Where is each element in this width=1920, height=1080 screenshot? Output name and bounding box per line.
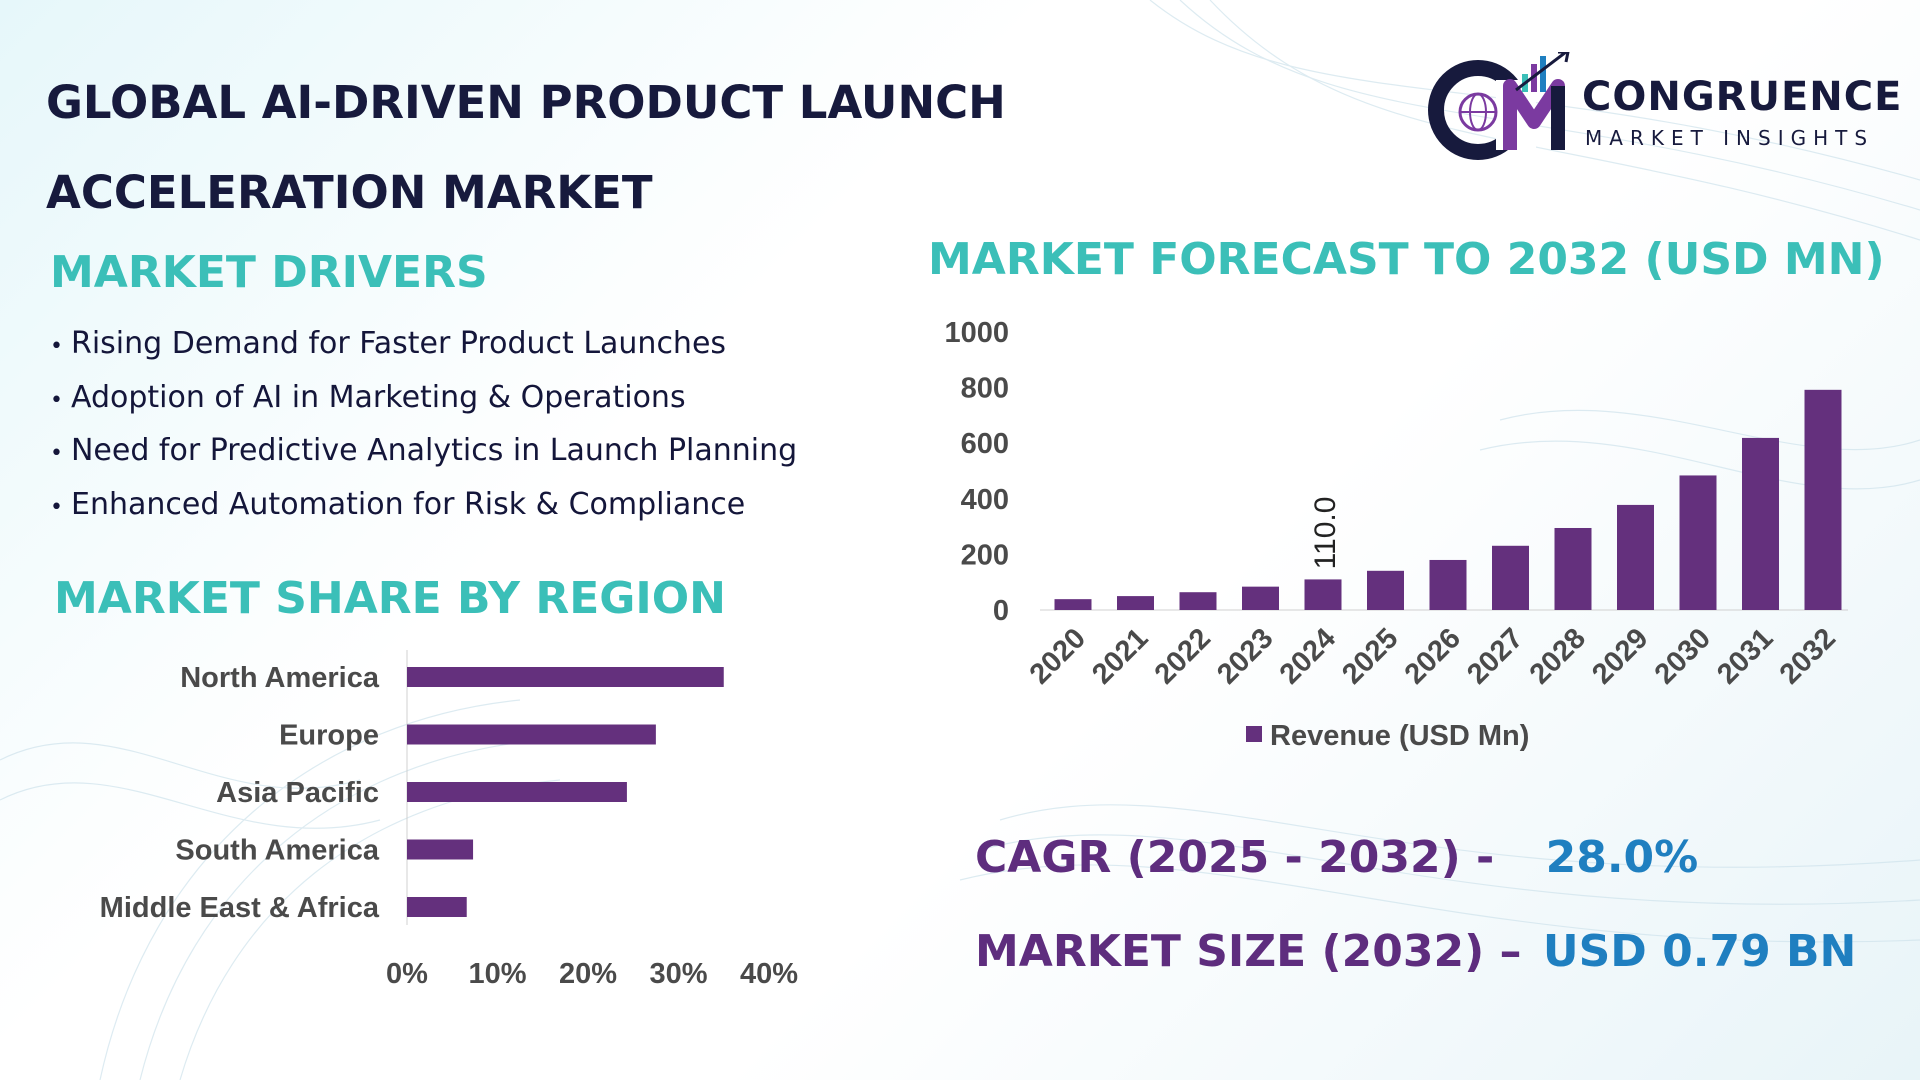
forecast-y-tick: 600 [961,428,1009,460]
driver-item: Rising Demand for Faster Product Launche… [50,322,797,376]
forecast-data-label: 110.0 [1309,497,1342,570]
cagr-row: CAGR (2025 - 2032) - 28.0% [975,832,1698,883]
forecast-y-tick: 1000 [944,317,1009,349]
region-bar [407,782,627,802]
region-bar [407,897,467,917]
forecast-bar [1742,437,1779,610]
region-x-tick: 0% [386,958,428,990]
forecast-bar [1242,586,1279,610]
region-bar [407,839,474,860]
forecast-bar [1304,579,1342,610]
forecast-y-tick: 0 [993,595,1009,627]
legend-label: Revenue (USD Mn) [1270,720,1529,752]
forecast-x-tick: 2026 [1399,622,1467,690]
forecast-x-tick: 2028 [1524,622,1592,690]
drivers-heading: MARKET DRIVERS [50,247,488,298]
region-x-tick: 20% [559,958,617,990]
forecast-bar [1679,475,1717,610]
logo-tagline: MARKET INSIGHTS [1585,126,1875,150]
forecast-bar [1554,527,1592,610]
forecast-heading: MARKET FORECAST TO 2032 (USD MN) [928,234,1885,285]
forecast-y-tick: 200 [961,539,1009,571]
forecast-bar [1429,559,1467,610]
page-title: GLOBAL AI-DRIVEN PRODUCT LAUNCH ACCELERA… [46,76,1006,219]
region-x-tick: 40% [740,958,798,990]
forecast-bar [1367,570,1404,610]
market-size-value: USD 0.79 BN [1542,926,1857,977]
region-bar [407,667,724,687]
region-x-tick: 10% [468,958,526,990]
forecast-x-tick: 2025 [1336,622,1404,690]
region-heading: MARKET SHARE BY REGION [54,573,726,624]
region-category-label: Middle East & Africa [100,892,380,924]
congruence-logo [1428,52,1570,160]
cagr-label: CAGR (2025 - 2032) - [975,832,1495,883]
forecast-bar [1179,592,1217,610]
region-category-label: North America [180,662,380,694]
forecast-bar [1117,596,1154,610]
logo-name: CONGRUENCE [1582,74,1903,120]
driver-item: Adoption of AI in Marketing & Operations [50,376,797,430]
forecast-x-tick: 2021 [1086,622,1154,690]
forecast-x-tick: 2030 [1649,622,1717,690]
drivers-list: Rising Demand for Faster Product Launche… [50,322,797,536]
forecast-y-tick: 400 [961,484,1009,516]
forecast-bar [1054,599,1092,610]
forecast-x-tick: 2029 [1586,622,1654,690]
forecast-x-tick: 2020 [1024,622,1092,690]
forecast-x-tick: 2032 [1774,622,1842,690]
region-category-label: Europe [279,720,379,752]
region-category-label: South America [175,835,379,867]
region-bar-chart: North America Europe Asia Pacific South Ame… [100,650,798,990]
forecast-x-tick: 2023 [1211,622,1279,690]
driver-item: Enhanced Automation for Risk & Complianc… [50,483,797,537]
market-size-row: MARKET SIZE (2032) – USD 0.79 BN [975,926,1856,977]
forecast-x-tick: 2022 [1149,622,1217,690]
forecast-y-tick: 800 [961,373,1009,405]
driver-item: Need for Predictive Analytics in Launch … [50,429,797,483]
region-category-label: Asia Pacific [216,777,379,809]
region-bar [407,724,656,745]
cagr-value: 28.0% [1545,832,1699,883]
market-size-label: MARKET SIZE (2032) – [975,926,1522,977]
forecast-bar [1492,545,1529,610]
region-x-tick: 30% [649,958,707,990]
forecast-x-tick: 2031 [1711,622,1779,690]
forecast-bar [1617,504,1654,610]
forecast-bar [1804,389,1842,610]
legend-swatch [1246,726,1262,742]
forecast-x-tick: 2027 [1461,622,1529,690]
forecast-x-tick: 2024 [1274,622,1342,690]
